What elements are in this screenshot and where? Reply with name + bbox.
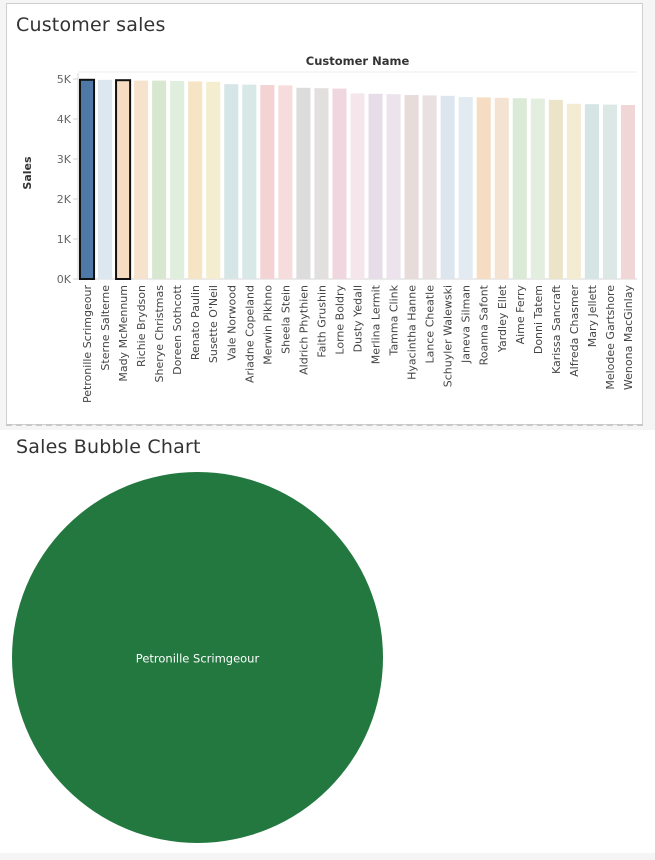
x-tick-label: Dusty Yedall bbox=[352, 285, 365, 352]
x-tick-label: Lance Cheatle bbox=[424, 285, 437, 364]
x-tick-label: Aldrich Phythien bbox=[297, 285, 310, 375]
bar[interactable] bbox=[278, 85, 293, 280]
x-tick-label: Richie Brydson bbox=[135, 285, 148, 367]
bar[interactable] bbox=[350, 93, 365, 280]
sheet-divider bbox=[6, 424, 643, 426]
bar[interactable] bbox=[332, 88, 347, 279]
bar[interactable] bbox=[170, 81, 185, 279]
bar[interactable] bbox=[602, 104, 617, 279]
bar[interactable] bbox=[260, 85, 275, 279]
column-header: Customer Name bbox=[306, 54, 410, 68]
bar[interactable] bbox=[314, 88, 329, 279]
customer-sales-bar-chart: Customer Name Sales 0K 1K 2K 3K 4K 5K Petronille… bbox=[21, 54, 637, 404]
bar[interactable] bbox=[152, 80, 167, 279]
bar[interactable] bbox=[224, 84, 239, 279]
x-tick-label: Vale Norwood bbox=[225, 285, 238, 361]
x-tick-label: Susette O'Neil bbox=[207, 285, 220, 363]
x-tick-label: Schuyler Walewski bbox=[442, 285, 455, 387]
bar[interactable] bbox=[440, 95, 455, 279]
bar[interactable] bbox=[566, 103, 581, 279]
x-tick-label: Tamma Clink bbox=[388, 284, 401, 356]
x-tick-label: Aime Ferry bbox=[514, 285, 527, 345]
bar[interactable] bbox=[242, 84, 257, 279]
bar[interactable] bbox=[188, 81, 203, 280]
bar[interactable] bbox=[368, 93, 383, 279]
x-tick-label: Donni Tatem bbox=[532, 285, 545, 354]
x-tick-label: Roanna Safont bbox=[478, 284, 491, 365]
x-tick-label: Melodee Gartshore bbox=[604, 285, 617, 390]
bar[interactable] bbox=[134, 80, 149, 279]
bar[interactable] bbox=[620, 105, 636, 279]
y-axis-title: Sales bbox=[21, 156, 34, 190]
bar[interactable] bbox=[512, 98, 527, 279]
x-tick-label: Karissa Sancraft bbox=[550, 284, 563, 374]
bar[interactable] bbox=[78, 78, 96, 280]
customer-sales-title: Customer sales bbox=[16, 14, 166, 36]
x-tick-label: Alfreda Chasmer bbox=[568, 285, 581, 377]
bar[interactable] bbox=[494, 97, 509, 279]
bar[interactable] bbox=[476, 97, 491, 280]
x-tick-label: Renato Paulin bbox=[189, 285, 202, 360]
x-tick-label: Ariadne Copeland bbox=[243, 285, 256, 383]
x-tick-label: Sterne Salterne bbox=[99, 285, 112, 371]
x-tick-label: Yardley Ellet bbox=[496, 284, 509, 353]
bubble-label: Petronille Scrimgeour bbox=[136, 652, 260, 666]
x-tick-label: Mary Jellett bbox=[586, 284, 599, 347]
bar[interactable] bbox=[530, 98, 545, 279]
bar[interactable] bbox=[115, 79, 132, 280]
bar[interactable] bbox=[206, 81, 221, 279]
bar[interactable] bbox=[584, 104, 599, 279]
x-tick-label: Petronille Scrimgeour bbox=[81, 285, 94, 404]
y-tick-label: 4K bbox=[57, 113, 72, 126]
x-tick-label: Hyacintha Hanne bbox=[406, 285, 419, 380]
bar[interactable] bbox=[404, 95, 419, 279]
bar[interactable] bbox=[296, 87, 311, 279]
x-tick-label: Merwin Pikhno bbox=[261, 285, 274, 365]
x-tick-label: Sherye Christmas bbox=[153, 285, 166, 383]
bubble[interactable] bbox=[12, 472, 383, 843]
x-tick-label: Lorne Boldry bbox=[333, 285, 346, 355]
x-tick-label: Faith Grushin bbox=[315, 285, 328, 358]
x-tick-label: Janeva Silman bbox=[460, 285, 473, 364]
x-tick-label: Doreen Sothcott bbox=[171, 284, 184, 375]
bar[interactable] bbox=[548, 99, 563, 279]
x-tick-label: Mady McMennum bbox=[117, 285, 130, 382]
y-tick-label: 3K bbox=[57, 153, 72, 166]
bar[interactable] bbox=[458, 97, 473, 279]
bar[interactable] bbox=[422, 95, 437, 280]
y-tick-label: 2K bbox=[57, 193, 72, 206]
y-tick-label: 1K bbox=[57, 233, 72, 246]
x-tick-label: Merlina Lermit bbox=[370, 284, 383, 364]
y-tick-label: 0K bbox=[57, 273, 72, 286]
bar[interactable] bbox=[386, 94, 401, 279]
bubble-chart-title: Sales Bubble Chart bbox=[16, 436, 201, 458]
y-tick-label: 5K bbox=[57, 73, 72, 86]
x-tick-label: Sheela Stein bbox=[279, 285, 292, 354]
bar[interactable] bbox=[98, 79, 113, 279]
x-tick-label: Wenona MacGinlay bbox=[622, 285, 635, 391]
